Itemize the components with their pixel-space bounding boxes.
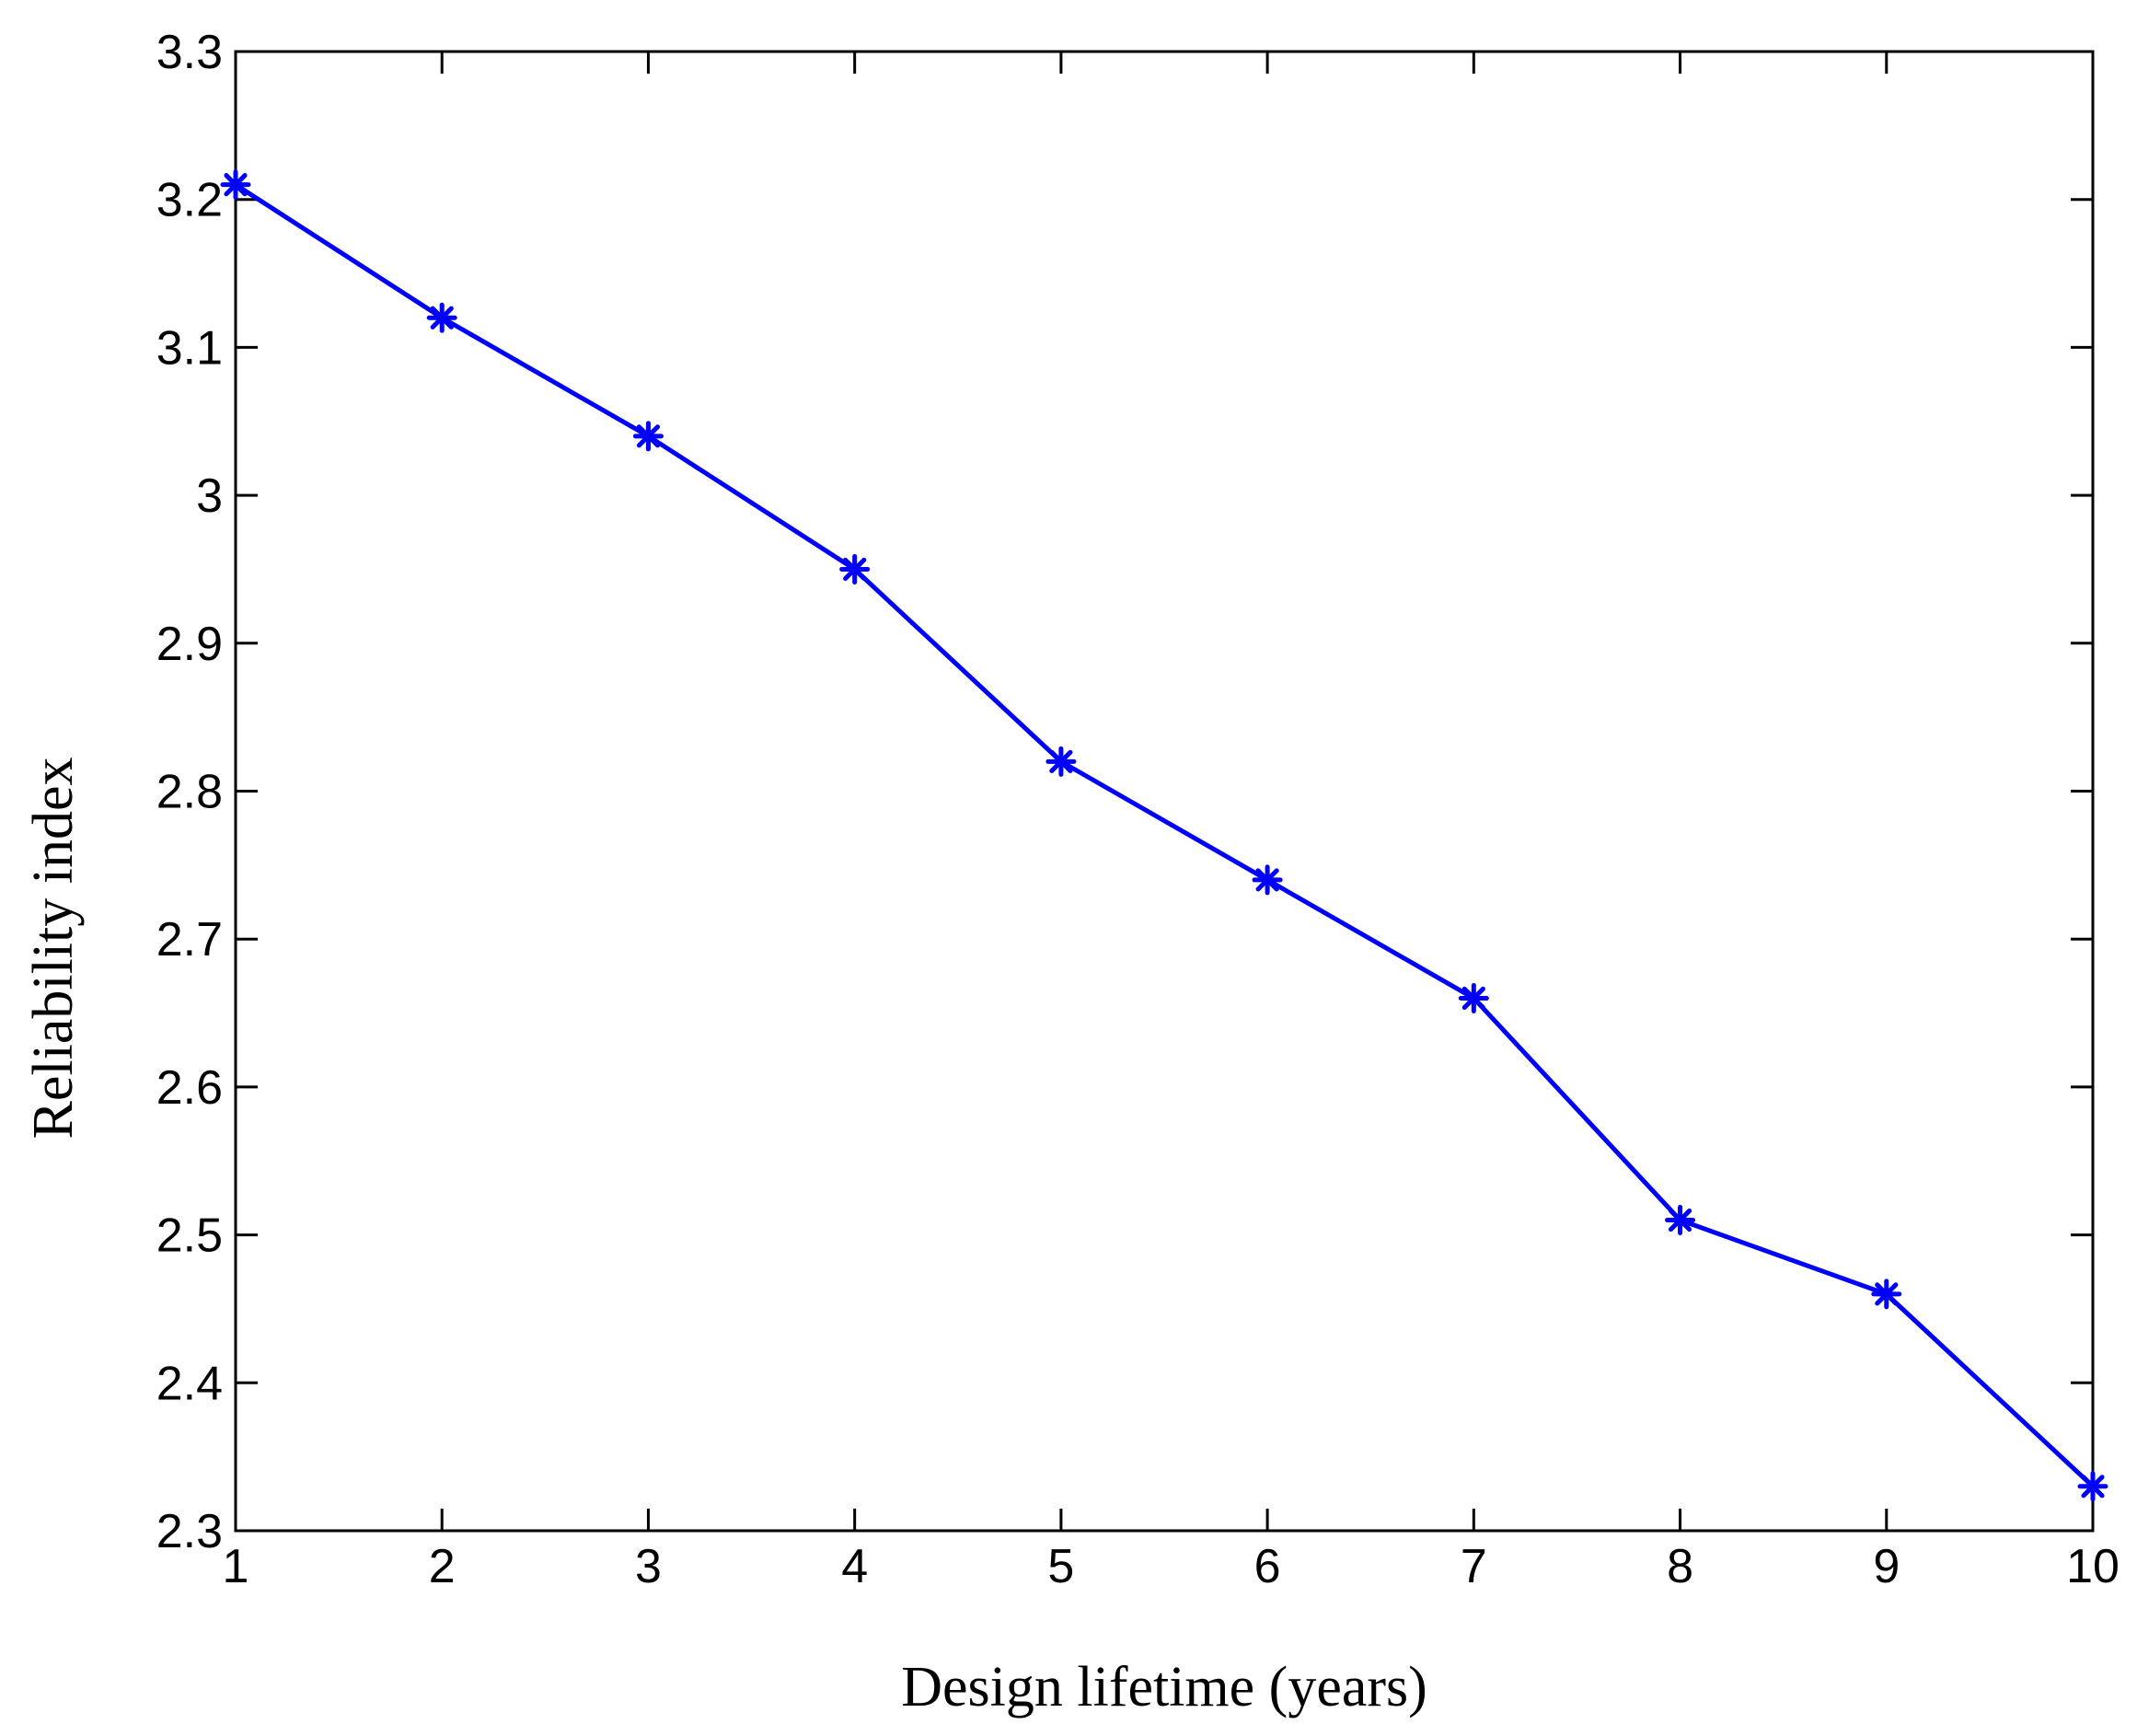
x-tick-label: 9 [1873,1540,1900,1593]
y-tick-label: 3.2 [156,174,223,227]
data-point-marker [842,556,868,582]
y-axis-title: Reliability index [22,758,85,1140]
x-tick-label: 2 [429,1540,456,1593]
y-tick-label: 3 [196,469,223,523]
y-tick-label: 2.6 [156,1061,223,1115]
y-tick-label: 2.5 [156,1209,223,1263]
data-point-marker [1874,1281,1900,1307]
data-point-marker [2080,1474,2106,1499]
x-tick-label: 8 [1667,1540,1693,1593]
y-tick-label: 2.9 [156,618,223,671]
x-tick-label: 3 [635,1540,662,1593]
y-tick-label: 2.4 [156,1357,223,1410]
x-tick-label: 6 [1254,1540,1281,1593]
y-tick-label: 3.1 [156,321,223,375]
data-point-marker [635,423,661,449]
data-point-marker [1461,985,1486,1011]
plot-area [236,52,2093,1531]
x-tick-label: 1 [223,1540,249,1593]
data-point-marker [429,305,455,330]
x-tick-label: 7 [1461,1540,1487,1593]
y-tick-label: 2.7 [156,913,223,966]
y-tick-label: 3.3 [156,26,223,79]
x-axis-title: Design lifetime (years) [901,1656,1427,1719]
data-point-marker [1668,1208,1693,1233]
x-tick-label: 5 [1047,1540,1074,1593]
data-point-marker [223,172,248,198]
y-tick-label: 2.8 [156,766,223,819]
y-tick-label: 2.3 [156,1505,223,1558]
x-tick-label: 4 [841,1540,868,1593]
data-point-marker [1254,867,1280,893]
data-point-marker [1048,748,1074,774]
x-tick-label: 10 [2066,1540,2120,1593]
